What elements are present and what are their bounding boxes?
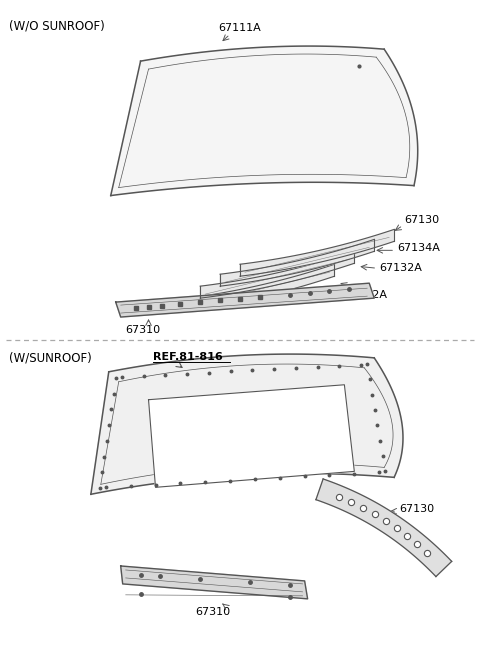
Text: 67134A: 67134A [397,244,440,253]
Text: REF.81-816: REF.81-816 [153,352,222,362]
Text: 67130: 67130 [399,504,434,514]
Text: (W/SUNROOF): (W/SUNROOF) [9,352,92,365]
Polygon shape [316,479,452,576]
Polygon shape [148,384,354,487]
Polygon shape [120,566,308,599]
Text: (W/O SUNROOF): (W/O SUNROOF) [9,19,105,32]
Text: 67122A: 67122A [344,290,387,300]
Polygon shape [116,283,374,317]
Text: 67130: 67130 [404,215,439,225]
Text: 67132A: 67132A [379,263,422,273]
Polygon shape [111,46,418,196]
Text: 67111A: 67111A [218,24,262,33]
Polygon shape [200,252,354,298]
Text: 67310: 67310 [126,325,161,335]
Polygon shape [91,354,403,495]
Polygon shape [240,229,394,276]
Polygon shape [220,239,374,286]
Text: 67310: 67310 [195,607,230,617]
Polygon shape [180,264,335,311]
